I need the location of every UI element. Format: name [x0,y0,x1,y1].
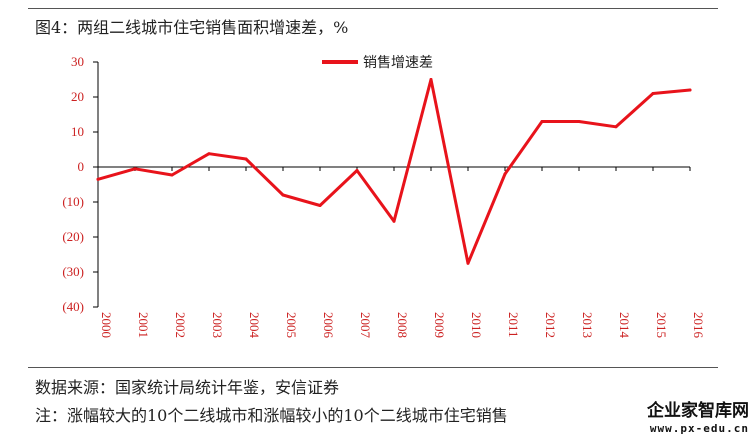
x-tick-label: 2003 [210,312,225,338]
y-tick-label: (10) [62,194,84,209]
x-tick-label: 2008 [395,312,410,338]
x-tick-label: 2004 [247,312,262,339]
x-tick-label: 2002 [173,312,188,338]
x-tick-label: 2010 [469,312,484,338]
legend-label: 销售增速差 [363,55,433,71]
series-line [96,78,692,265]
watermark-name: 企业家智库网 [647,401,749,421]
x-tick-label: 2015 [654,312,669,338]
note-text: 注：涨幅较大的10个二线城市和涨幅较小的10个二线城市住宅销售 [35,406,508,425]
data-point [540,120,544,123]
x-tick-label: 2012 [543,312,558,338]
data-point [614,125,618,129]
data-point [244,157,248,161]
y-tick-label: (30) [62,264,84,279]
data-point [170,173,174,177]
x-tick-label: 2005 [284,312,299,338]
chart-title: 图4：两组二线城市住宅销售面积增速差，% [35,18,349,37]
data-point [688,88,692,92]
x-tick-label: 2011 [506,312,521,338]
data-point [503,172,507,176]
x-tick-label: 2014 [617,312,632,339]
x-tick-label: 2006 [321,312,336,339]
y-tick-label: 30 [71,54,84,69]
data-point [577,120,581,123]
data-point [318,204,322,207]
data-point [281,193,285,197]
x-tick-label: 2000 [99,312,114,338]
data-point [96,177,100,181]
y-tick-label: 0 [78,159,85,174]
data-point [466,261,470,265]
y-tick-label: 20 [71,89,84,104]
data-point [207,152,211,156]
watermark: 企业家智库网 www.px-edu.cn [641,401,749,437]
x-tick-label: 2009 [432,312,447,338]
data-point [355,169,359,172]
data-point [133,167,137,171]
data-point [651,92,655,95]
y-tick-label: (20) [62,229,84,244]
data-point [429,78,433,81]
source-text: 数据来源：国家统计局统计年鉴，安信证券 [35,378,340,397]
x-tick-label: 2016 [691,312,706,339]
x-tick-label: 2013 [580,312,595,338]
footer-rule [28,367,718,368]
data-point [392,219,396,223]
x-tick-label: 2001 [136,312,151,338]
watermark-url: www.px-edu.cn [649,422,749,435]
y-tick-label: (40) [62,299,84,314]
top-rule [28,8,718,9]
y-tick-label: 10 [71,124,84,139]
x-tick-label: 2007 [358,312,373,339]
